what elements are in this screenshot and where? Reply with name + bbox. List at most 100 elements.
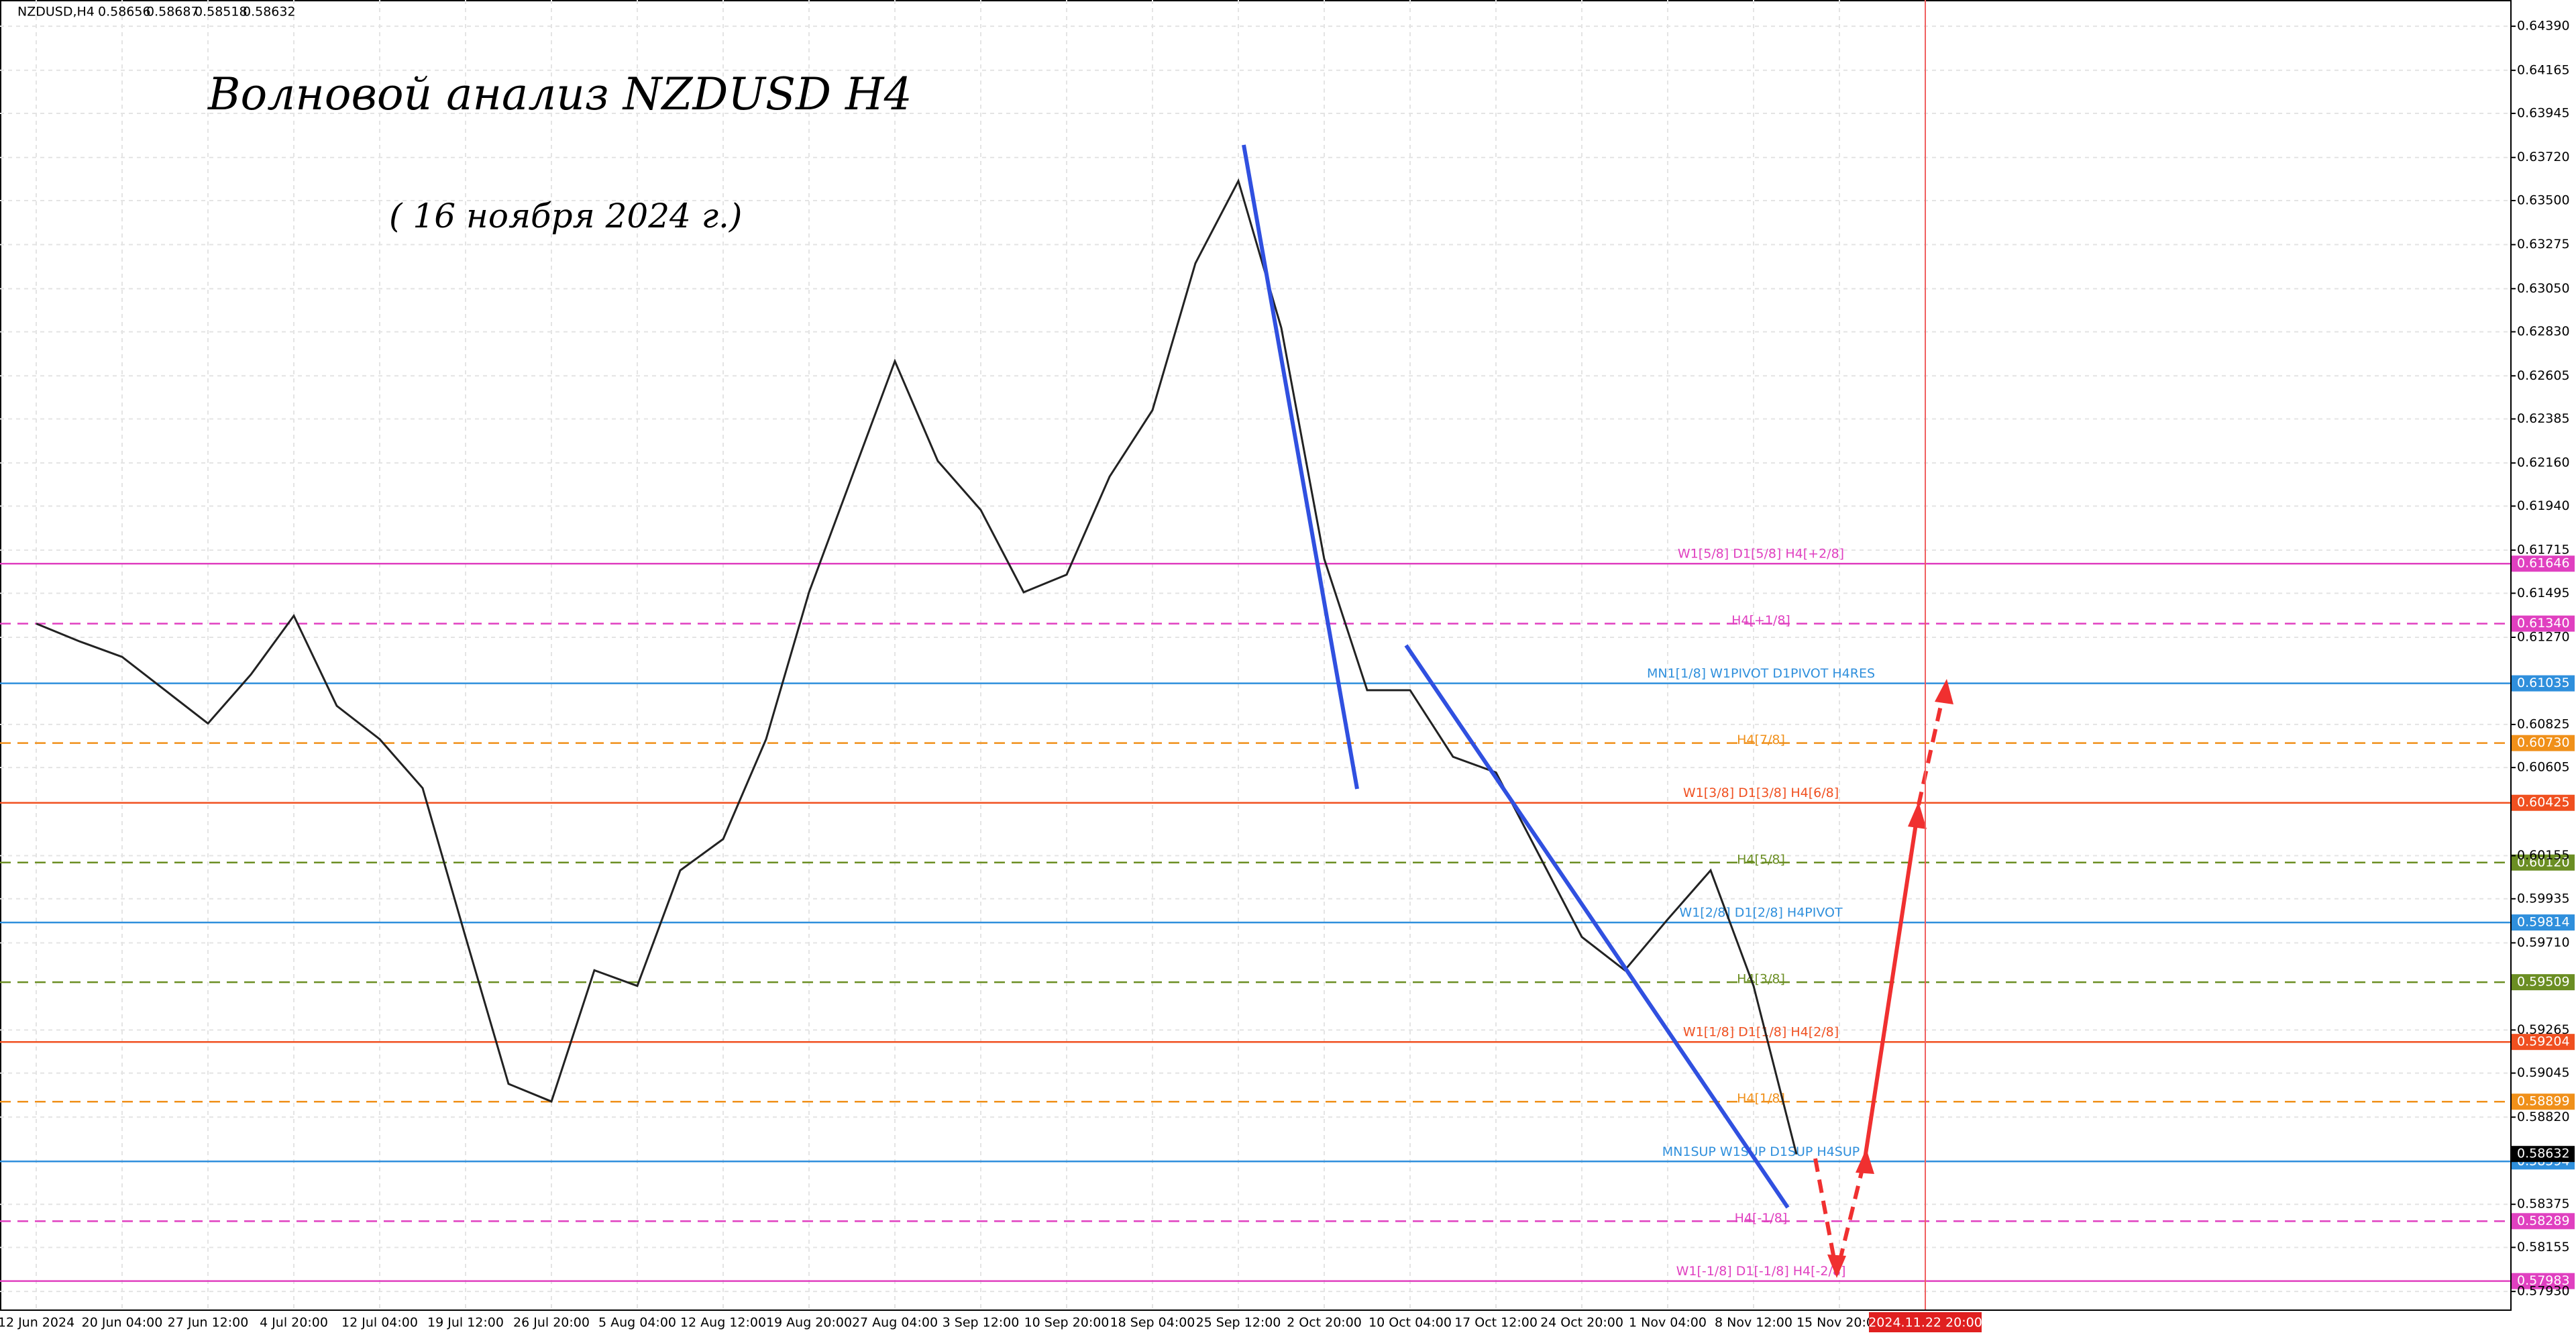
y-tick-label: 0.61495 [2517,586,2570,600]
x-tick-label: 5 Aug 04:00 [598,1316,676,1330]
x-tick-label: 12 Jul 04:00 [341,1316,418,1330]
level-price-label: 0.61035 [2517,676,2570,690]
forecast-arrow [1917,690,1946,806]
level-name: H4[5/8] [1737,852,1785,867]
y-tick-label: 0.63275 [2517,237,2570,252]
y-tick-label: 0.61715 [2517,543,2570,557]
y-tick-label: 0.60825 [2517,716,2570,731]
x-tick-label: 3 Sep 12:00 [943,1316,1020,1330]
y-tick-label: 0.62605 [2517,368,2570,383]
level-price-label: 0.60120 [2517,855,2570,869]
x-tick-label: 17 Oct 12:00 [1454,1316,1538,1330]
level-price-box [2512,615,2575,632]
arrow-head [1856,1148,1874,1174]
y-tick-label: 0.64390 [2517,19,2570,34]
level-price-label: 0.57983 [2517,1273,2570,1288]
level-name: W1[1/8] D1[1/8] H4[2/8] [1683,1025,1839,1040]
y-tick-label: 0.61270 [2517,630,2570,645]
levels: W1[5/8] D1[5/8] H4[+2/8] 0.61646 H4[+1/8] 0… [0,547,2575,1289]
level-name: H4[7/8] [1737,733,1785,747]
x-tick-label: 2024.11.22 20:00 [1868,1316,1982,1330]
level-price-label: 0.60425 [2517,795,2570,810]
grid [0,0,2510,1309]
y-tick-label: 0.61940 [2517,498,2570,513]
y-tick-label: 0.60155 [2517,848,2570,863]
x-tick-label: 25 Sep 12:00 [1196,1316,1281,1330]
x-tick-label: 12 Aug 12:00 [680,1316,766,1330]
x-tick-label: 27 Jun 12:00 [168,1316,249,1330]
x-tick-label: 10 Oct 04:00 [1368,1316,1452,1330]
trend-line [1242,144,1359,790]
level-price-box [2512,735,2575,751]
level-price-box [2512,1034,2575,1051]
level-price-label: 0.61340 [2517,616,2570,631]
level-name: W1[2/8] D1[2/8] H4PIVOT [1679,906,1843,920]
level-price-box [2512,1093,2575,1110]
level-name: H4[-1/8] [1735,1211,1788,1226]
level-price-label: 0.58899 [2517,1094,2570,1109]
y-tick-label: 0.59265 [2517,1022,2570,1037]
last-price-box [2512,1146,2575,1163]
level-price-label: 0.59814 [2517,915,2570,930]
x-tick-label: 26 Jul 20:00 [513,1316,590,1330]
x-tick-label: 27 Aug 04:00 [852,1316,938,1330]
level-price-box [2512,1273,2575,1289]
y-tick-label: 0.63720 [2517,150,2570,164]
forecast-arrow [1863,814,1919,1159]
y-tick-label: 0.58155 [2517,1240,2570,1254]
y-tick-label: 0.59935 [2517,891,2570,906]
x-tick-label: 15 Nov 20:00 [1796,1316,1882,1330]
y-tick-label: 0.57930 [2517,1284,2570,1299]
level-name: H4[3/8] [1737,972,1785,987]
level-price-box [2512,914,2575,931]
level-name: MN1[1/8] W1PIVOT D1PIVOT H4RES [1647,666,1875,681]
last-price-label: 0.58632 [2517,1146,2570,1161]
level-name: W1[5/8] D1[5/8] H4[+2/8] [1678,547,1844,561]
level-price-box [2512,555,2575,572]
x-tick-label: 19 Jul 12:00 [427,1316,504,1330]
level-price-label: 0.59204 [2517,1034,2570,1049]
level-price-label: 0.58289 [2517,1214,2570,1228]
y-tick-label: 0.59045 [2517,1065,2570,1080]
plot-frame [0,0,2512,1311]
header: NZDUSD,H4 0.58656 0.58687 0.58518 0.5863… [17,5,296,19]
x-tick-label: 12 Jun 2024 [0,1316,74,1330]
x-tick-label: 19 Aug 20:00 [766,1316,852,1330]
arrow-head [1935,679,1953,704]
open: 0.58656 [98,5,151,19]
level-price-label: 0.60730 [2517,735,2570,750]
x-tick-label: 24 Oct 20:00 [1540,1316,1623,1330]
arrow-head [1908,802,1927,829]
level-price-label: 0.61646 [2517,556,2570,571]
y-tick-label: 0.63050 [2517,281,2570,296]
level-name: H4[+1/8] [1731,613,1790,628]
y-tick-label: 0.64165 [2517,62,2570,77]
time-marker-box [1869,1312,1982,1332]
y-tick-label: 0.62385 [2517,411,2570,426]
trend-line [1404,644,1790,1209]
arrow-head [1827,1254,1846,1278]
level-price-box [2512,794,2575,811]
x-tick-label: 18 Sep 04:00 [1110,1316,1195,1330]
level-name: W1[-1/8] D1[-1/8] H4[-2/8] [1676,1264,1846,1279]
level-price-box [2512,854,2575,871]
x-tick-label: 8 Nov 12:00 [1715,1316,1792,1330]
level-name: W1[3/8] D1[3/8] H4[6/8] [1683,786,1839,800]
level-price-label: 0.59509 [2517,975,2570,989]
y-tick-label: 0.60605 [2517,760,2570,775]
x-tick-label: 4 Jul 20:00 [260,1316,328,1330]
y-tick-label: 0.62160 [2517,456,2570,470]
chart-title: Волновой анализ NZDUSD H4 [207,68,912,120]
y-tick-label: 0.58375 [2517,1197,2570,1212]
y-tick-label: 0.59710 [2517,935,2570,950]
level-name: MN1SUP W1SUP D1SUP H4SUP [1662,1144,1860,1159]
y-tick-label: 0.63500 [2517,193,2570,207]
high: 0.58687 [146,5,199,19]
x-tick-label: 10 Sep 20:00 [1024,1316,1110,1330]
symbol: NZDUSD,H4 [17,5,95,19]
x-tick-label: 20 Jun 04:00 [82,1316,163,1330]
chart-subtitle: ( 16 ноября 2024 г.) [389,197,742,235]
level-price-box [2512,1213,2575,1230]
